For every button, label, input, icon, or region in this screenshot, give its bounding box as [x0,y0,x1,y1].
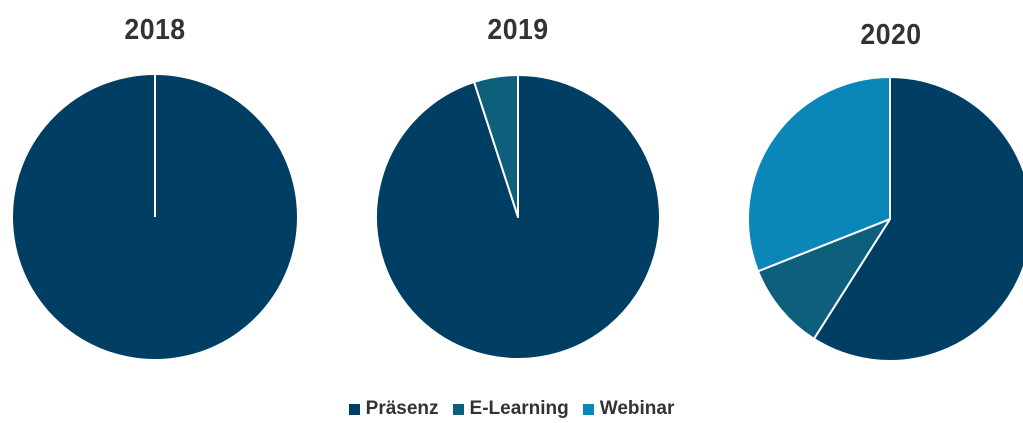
pie-title-2018: 2018 [124,14,186,46]
pie-2019-slice-e-learning [473,74,519,218]
pie-2020-slice-webinar [747,76,891,273]
legend-label-e-learning: E-Learning [469,398,569,419]
legend-swatch-webinar [582,403,594,415]
legend-swatch-e-learning [452,403,464,415]
legend-item-praesenz: Präsenz [348,398,439,420]
pie-2020-slice-praesenz [812,76,1023,362]
legend-label-webinar: Webinar [599,398,675,419]
legend-item-e-learning: E-Learning [452,398,569,420]
legend: Präsenz E-Learning Webinar [0,398,1023,420]
legend-label-praesenz: Präsenz [365,398,439,419]
pie-title-2020: 2020 [860,19,922,51]
pie-2020-slice-e-learning [756,218,891,340]
pie-title-2019: 2019 [487,14,549,46]
legend-item-webinar: Webinar [582,398,675,420]
legend-swatch-praesenz [348,403,360,415]
